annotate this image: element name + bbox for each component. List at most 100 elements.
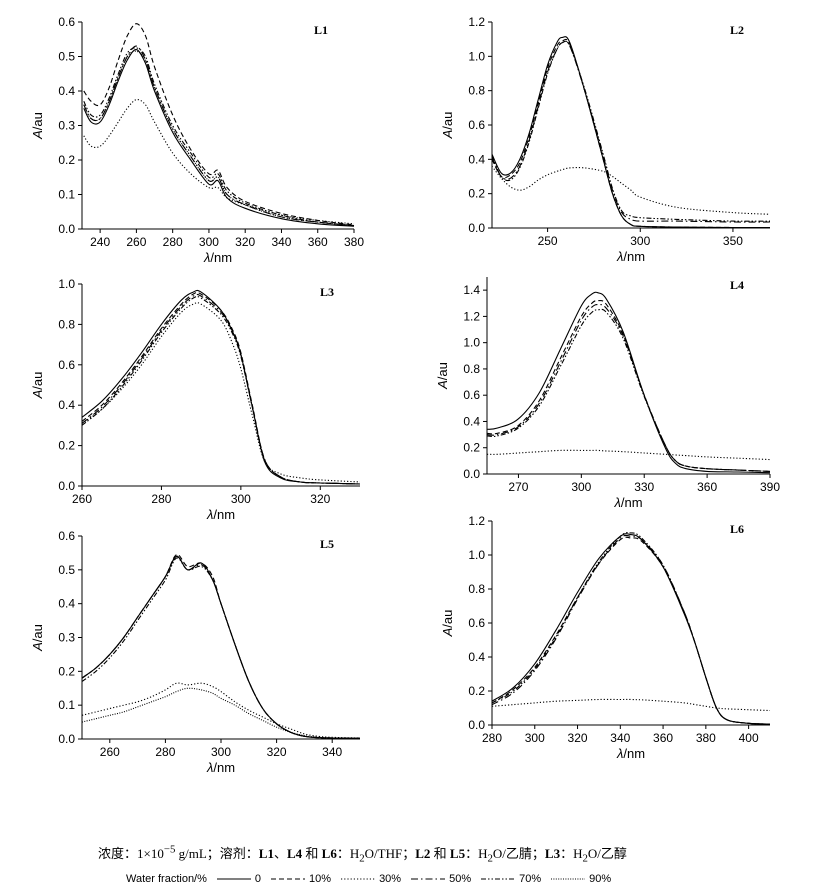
panel-label: L4: [730, 278, 744, 292]
legend-label: 90%: [589, 873, 612, 885]
y-tick-label: 0.1: [58, 698, 75, 712]
y-tick-label: 0.8: [463, 362, 480, 376]
y-tick-label: 0.6: [468, 118, 485, 132]
x-tick-label: 340: [322, 745, 342, 759]
y-tick-label: 0.8: [58, 317, 75, 331]
chart-panel-l6: 280 300 320 340 360 380 400 0.0 0.2 0.4 0.6 0.8 1.0 1…: [440, 514, 771, 761]
y-tick-label: 0.2: [58, 153, 75, 167]
series-line-90pct: [83, 50, 355, 227]
series-line-30pct: [81, 682, 361, 739]
series-line-30pct: [491, 165, 771, 215]
legend-swatch: [341, 878, 376, 880]
caption-compound: L1: [258, 846, 274, 861]
caption-compound: L2: [415, 846, 431, 861]
legend-swatch: [411, 878, 446, 880]
y-tick-label: 1.2: [468, 514, 485, 528]
x-tick-label: 300: [211, 745, 231, 759]
y-axis-label: A/au: [440, 112, 455, 140]
series-line-50pct: [81, 293, 361, 485]
x-axis-label: λ/nm: [206, 507, 235, 522]
x-tick-label: 280: [482, 731, 502, 745]
series-line-0: [81, 555, 361, 739]
y-tick-label: 0.1: [58, 188, 75, 202]
legend-item: 10%: [271, 873, 331, 885]
y-tick-label: 0.0: [468, 221, 485, 235]
caption-text: 、: [273, 846, 287, 861]
y-tick-label: 0.0: [58, 222, 75, 236]
x-tick-label: 280: [163, 235, 183, 249]
caption-text: 和: [430, 846, 450, 861]
y-tick-label: 0.0: [58, 732, 75, 746]
x-tick-label: 300: [630, 234, 650, 248]
chart-panel-l4: 270 300 330 360 390 0.0 0.2 0.4 0.6 0.8 1.0 1.2 1.4 λ…: [435, 277, 780, 510]
y-tick-label: 0.5: [58, 563, 75, 577]
series-line-10pct: [491, 38, 770, 229]
panel-label: L2: [730, 23, 744, 37]
x-tick-label: 320: [310, 492, 330, 506]
caption-compound: L5: [449, 846, 466, 861]
x-tick-label: 380: [696, 731, 716, 745]
x-tick-label: 400: [739, 731, 759, 745]
y-tick-label: 1.2: [468, 15, 485, 29]
y-tick-label: 0.6: [58, 358, 75, 372]
y-tick-label: 0.6: [463, 388, 480, 402]
y-tick-label: 1.0: [463, 336, 480, 350]
series-line-30pct: [491, 698, 771, 712]
x-tick-label: 380: [344, 235, 364, 249]
panel-label: L3: [320, 285, 334, 299]
series-line-90pct: [81, 687, 361, 739]
caption-subscript: 2: [359, 852, 365, 865]
x-axis-label: λ/nm: [206, 760, 235, 775]
x-tick-label: 330: [634, 480, 654, 494]
series-line-10pct: [486, 299, 771, 472]
caption-subscript: 2: [487, 852, 493, 865]
caption-exponent: −5: [163, 843, 176, 856]
y-tick-label: 1.0: [468, 49, 485, 63]
x-tick-label: 260: [100, 745, 120, 759]
x-axis-label: λ/nm: [616, 746, 645, 761]
series-line-70pct: [81, 557, 361, 739]
figure-caption: 浓度：1×10−5 g/mL；溶剂：L1、L4 和 L6：H2O/THF；L2 …: [98, 843, 627, 865]
x-tick-label: 280: [155, 745, 175, 759]
series-line-70pct: [83, 47, 355, 227]
x-tick-label: 300: [571, 480, 591, 494]
y-tick-label: 1.0: [58, 277, 75, 291]
legend-swatch: [551, 878, 586, 880]
legend-label: 0: [254, 873, 262, 885]
y-tick-label: 1.0: [468, 548, 485, 562]
legend-item: 90%: [551, 873, 611, 885]
y-tick-label: 0.5: [58, 50, 75, 64]
x-axis-label: λ/nm: [613, 495, 642, 510]
legend-label: 10%: [309, 873, 332, 885]
caption-text: 和: [302, 846, 322, 861]
caption-text: O/THF；: [364, 846, 416, 861]
series-line-50pct: [83, 45, 355, 227]
caption-compound: L6: [321, 846, 337, 861]
y-tick-label: 0.3: [58, 119, 75, 133]
x-axis-label: λ/nm: [616, 249, 645, 264]
y-axis-label: A/au: [30, 372, 45, 400]
caption-text: ：H: [336, 846, 360, 861]
y-tick-label: 0.2: [463, 441, 480, 455]
legend-label: 70%: [519, 873, 542, 885]
y-tick-label: 0.4: [58, 84, 75, 98]
x-tick-label: 320: [267, 745, 287, 759]
y-tick-label: 0.4: [468, 650, 485, 664]
x-tick-label: 260: [72, 492, 92, 506]
x-tick-label: 300: [199, 235, 219, 249]
y-tick-label: 1.4: [463, 283, 480, 297]
figure-canvas: 240 260 280 300 320 340 360 380 0.0 0.1 0.2 0.3 0.4 0…: [30, 15, 780, 775]
y-tick-label: 0.2: [58, 664, 75, 678]
series-line-70pct: [491, 40, 771, 222]
x-tick-label: 320: [568, 731, 588, 745]
series-line-30pct: [486, 449, 771, 461]
x-tick-label: 240: [90, 235, 110, 249]
series-line-50pct: [491, 534, 771, 725]
chart-panel-l2: 250 300 350 0.0 0.2 0.4 0.6 0.8 1.0 1.2 λ/nm A/au L2: [440, 15, 771, 264]
series-line-10pct: [81, 554, 361, 739]
x-tick-label: 320: [235, 235, 255, 249]
legend-title: Water fraction/%: [126, 873, 207, 885]
legend-item: 50%: [411, 873, 471, 885]
x-tick-label: 360: [308, 235, 328, 249]
legend-item: 30%: [341, 873, 401, 885]
